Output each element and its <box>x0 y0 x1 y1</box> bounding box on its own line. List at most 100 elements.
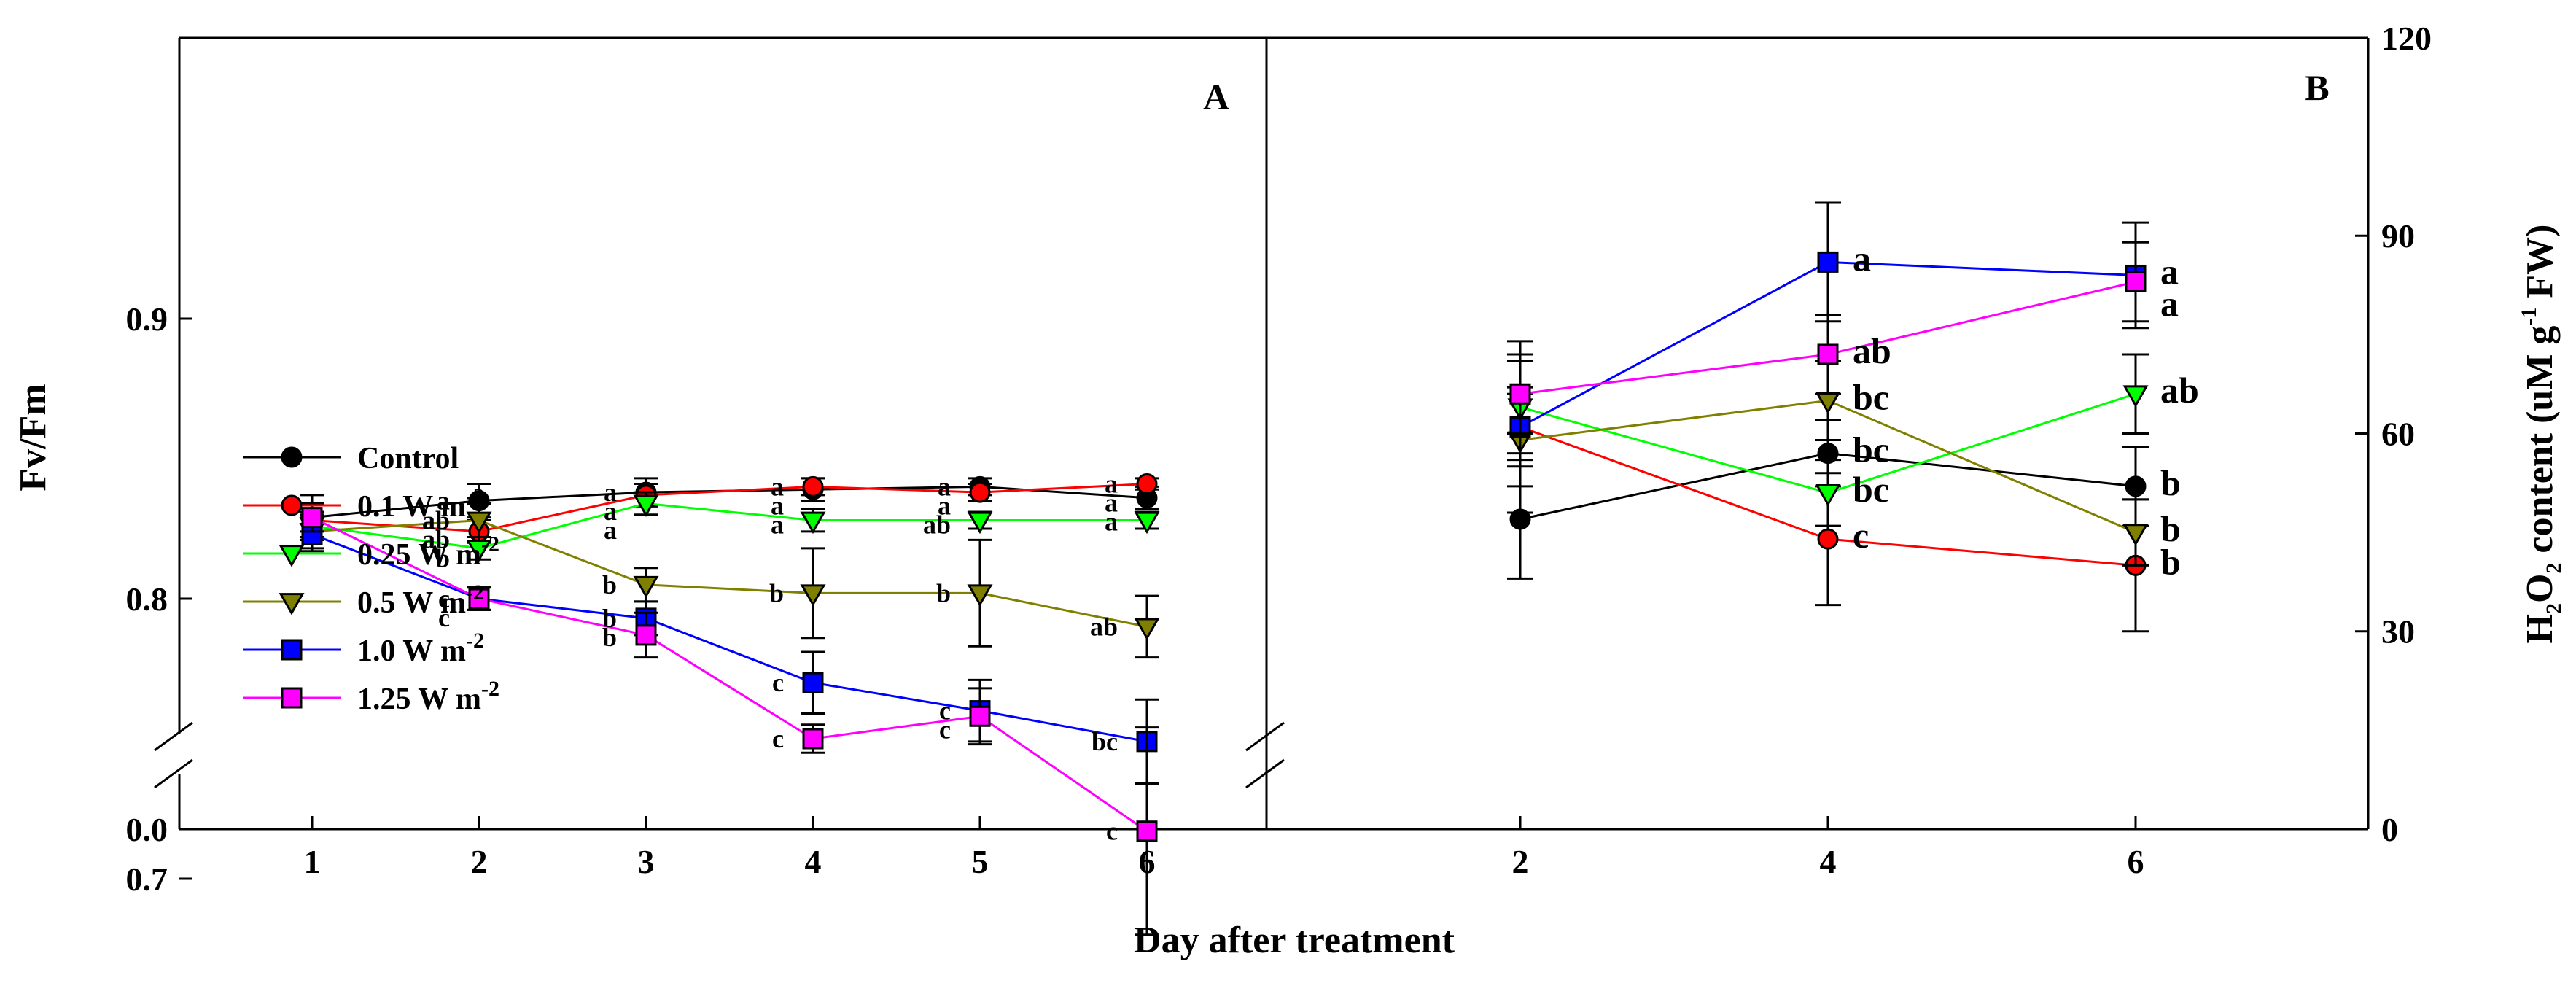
legend-label: 1.0 W m-2 <box>357 629 484 668</box>
marker-square <box>2125 271 2147 293</box>
marker-triangle-down <box>2122 385 2149 408</box>
panel-a-significance-letter: c <box>939 715 951 745</box>
panel-a-significance-letter: b <box>769 578 784 607</box>
axis-break-mark <box>1245 758 1285 789</box>
legend-item: 0.1 W m-2 <box>243 484 484 524</box>
marker-triangle-down <box>800 511 826 535</box>
panel-a-significance-letter: a <box>1105 470 1118 499</box>
marker-square <box>1136 820 1158 842</box>
panel-a-significance-letter: a <box>437 486 450 516</box>
x-tick-label: 2 <box>1512 843 1529 880</box>
panel-a-significance-letter: a <box>1105 508 1118 537</box>
x-tick-label: 5 <box>972 843 989 880</box>
marker-triangle-down <box>633 494 659 518</box>
legend-label: 0.25 W m-2 <box>357 532 499 572</box>
panel-b-series-2 <box>1507 353 2149 527</box>
y-tick-label: 60 <box>2381 415 2415 452</box>
panel-a-series-5 <box>300 502 1159 936</box>
y-tick-label: 120 <box>2381 20 2432 57</box>
panel-b-significance-letter: c <box>1853 515 1869 556</box>
marker-triangle-down <box>466 539 492 562</box>
x-tick-label: 4 <box>1820 843 1837 880</box>
legend-item: 1.25 W m-2 <box>243 677 499 716</box>
marker-square <box>468 588 490 610</box>
marker-circle <box>281 494 303 516</box>
marker-square <box>635 624 657 646</box>
marker-triangle-down <box>800 584 826 607</box>
panel-a-significance-letter: a <box>771 491 784 520</box>
y-tick-label: 30 <box>2381 613 2415 650</box>
x-tick-label: 4 <box>805 843 822 880</box>
marker-square <box>1817 251 1839 273</box>
panel-b-significance-letter: b <box>2160 541 2181 582</box>
panel-a-significance-letter: b <box>435 543 450 572</box>
series-line <box>311 533 1148 743</box>
marker-square <box>301 507 323 529</box>
marker-square <box>969 705 991 727</box>
marker-square <box>281 639 303 661</box>
axis-break-mark <box>1245 721 1285 752</box>
marker-triangle-down <box>1134 618 1160 641</box>
marker-circle <box>969 481 991 503</box>
marker-circle <box>802 475 824 497</box>
panel-a-significance-letter: b <box>936 578 951 607</box>
legend-item: 0.5 W m-2 <box>243 580 484 620</box>
series-line <box>311 516 1148 832</box>
x-tick-label: 1 <box>304 843 321 880</box>
panel-a-y-axis-title: Fv/Fm <box>12 384 54 491</box>
panel-a-significance-letter: c <box>438 603 450 632</box>
y-tick-label: 0 <box>2381 811 2398 848</box>
panel-a-significance-letter: c <box>939 696 951 726</box>
marker-circle <box>1136 473 1158 495</box>
marker-triangle-down <box>633 575 659 599</box>
legend-item: Control <box>243 442 459 475</box>
marker-triangle-down <box>1815 483 1841 507</box>
panel-a-significance-letter: a <box>938 491 951 520</box>
marker-triangle-down <box>466 511 492 535</box>
x-tick-label: 2 <box>471 843 488 880</box>
panel-a-significance-letter: a <box>938 472 951 501</box>
panel-b-significance-letter: bc <box>1853 469 1889 510</box>
legend-label: 0.5 W m-2 <box>357 580 484 620</box>
panel-a-significance-letter: a <box>604 516 617 545</box>
panel-a-significance-letter: c <box>772 724 784 753</box>
panel-b-significance-letter: bc <box>1853 376 1889 417</box>
panel-a-axes: 0.00.70.80.9123456 <box>126 300 1156 898</box>
panel-b-significance-letter: a <box>2160 251 2179 292</box>
panel-a-significance-letter: a <box>1105 489 1118 518</box>
panel-a-significance-letter: c <box>1106 817 1118 846</box>
marker-triangle-down <box>2122 524 2149 546</box>
marker-triangle-down <box>279 545 305 567</box>
marker-square <box>281 687 303 709</box>
panel-a-significance-letter: c <box>772 668 784 697</box>
marker-square <box>802 672 824 693</box>
legend-item: 1.0 W m-2 <box>243 629 484 668</box>
panel-a-label: A <box>1203 77 1229 117</box>
y-tick-label: 0.7 <box>126 860 168 898</box>
panel-a-significance-letter: ab <box>422 524 450 553</box>
y-tick-label: 0.9 <box>126 300 168 338</box>
panel-b-significance-letter: a <box>1853 238 1871 279</box>
x-tick-label: 3 <box>638 843 655 880</box>
panel-b-significance-letter: b <box>2160 462 2181 503</box>
y-tick-label: 90 <box>2381 217 2415 255</box>
legend-item: 0.25 W m-2 <box>243 532 499 572</box>
axis-break-mark <box>154 758 193 789</box>
panel-a-significance-letter: a <box>771 472 784 501</box>
panel-b-series-5 <box>1507 241 2149 435</box>
axis-break-mark <box>154 721 193 752</box>
panel-a-significance-letter: b <box>602 604 617 633</box>
panel-b-axes: 0 30 60 90 120 2 4 6 <box>1512 20 2432 880</box>
marker-triangle-down <box>279 593 305 615</box>
panel-b-significance-letter: ab <box>2160 370 2199 411</box>
legend-label: 0.1 W m-2 <box>357 484 484 524</box>
marker-square <box>1509 383 1531 405</box>
panel-a-significance-letter: ab <box>1090 612 1118 641</box>
marker-circle <box>281 446 303 468</box>
legend-label: Control <box>357 442 459 475</box>
marker-square <box>802 728 824 750</box>
panel-a-significance-letter: c <box>438 584 450 613</box>
marker-triangle-down <box>967 511 993 535</box>
legend-label: 1.25 W m-2 <box>357 677 499 716</box>
panel-a-significance-letter: a <box>604 478 617 507</box>
